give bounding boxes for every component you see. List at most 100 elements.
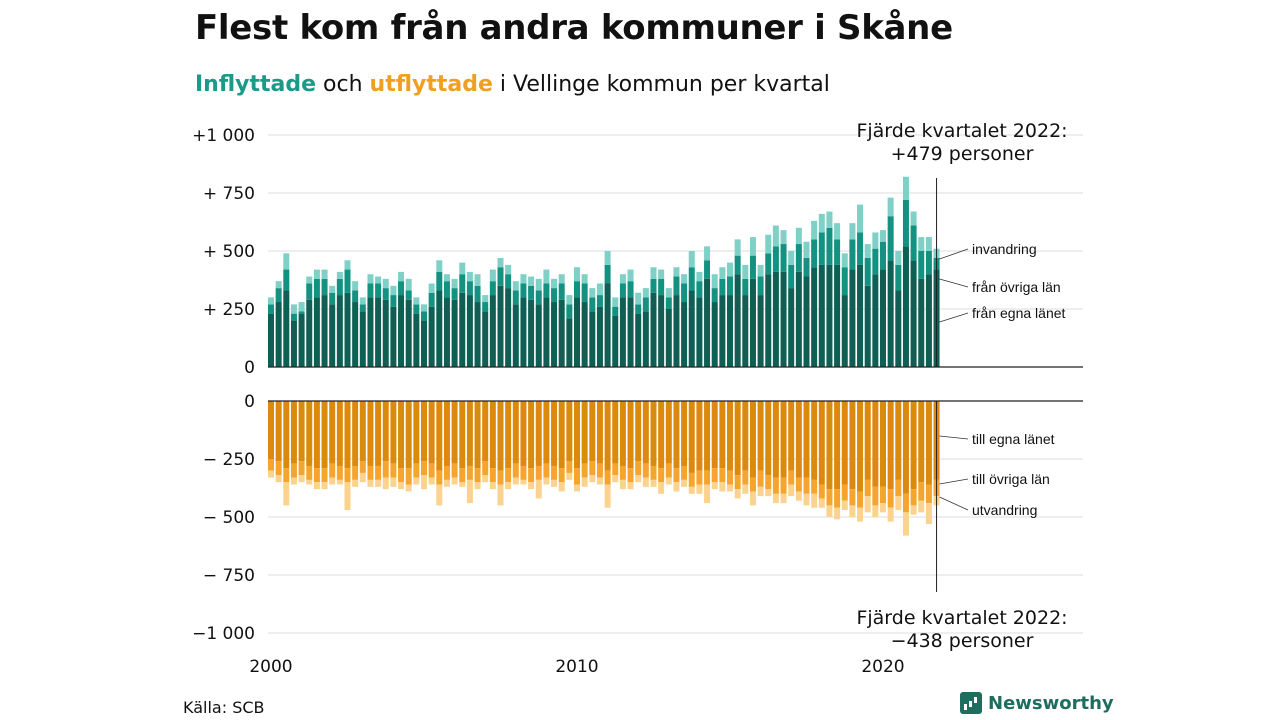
bar-out-egna: [627, 401, 634, 469]
bar-out-egna: [765, 401, 772, 476]
bar-out-utvandring: [918, 500, 925, 513]
bar-out-ovriga: [918, 482, 925, 501]
annotation-top-line1: Fjärde kvartalet 2022:: [856, 120, 1067, 142]
bar-in-egna: [574, 297, 580, 367]
y-tick-label-bottom: 0: [244, 392, 255, 412]
series-label-top: från egna länet: [972, 305, 1066, 321]
bar-in-invandring: [696, 271, 703, 282]
bar-in-ovriga: [765, 253, 772, 275]
bar-out-egna: [681, 401, 688, 466]
bar-out-ovriga: [772, 477, 779, 494]
bar-out-ovriga: [321, 468, 328, 483]
bar-in-egna: [329, 304, 336, 367]
bar-in-invandring: [421, 304, 427, 312]
annotation-bottom-line2: −438 personer: [891, 630, 1034, 652]
bar-in-egna: [688, 290, 695, 367]
bar-in-egna: [283, 290, 290, 367]
bar-out-ovriga: [925, 484, 932, 504]
bar-in-invandring: [329, 285, 336, 293]
bar-out-egna: [520, 401, 527, 466]
bar-in-ovriga: [451, 288, 458, 300]
bar-out-ovriga: [359, 461, 366, 473]
bar-in-ovriga: [566, 304, 573, 319]
bar-in-invandring: [765, 234, 772, 254]
bar-in-invandring: [811, 220, 818, 240]
bar-out-egna: [604, 401, 611, 471]
bar-out-utvandring: [711, 482, 718, 490]
bar-out-ovriga: [421, 461, 427, 476]
bar-out-utvandring: [405, 484, 412, 492]
bar-out-ovriga: [734, 475, 741, 490]
bar-out-ovriga: [688, 472, 695, 487]
bar-out-utvandring: [382, 477, 389, 490]
bar-out-ovriga: [574, 468, 580, 485]
bar-out-utvandring: [665, 477, 672, 485]
bar-in-ovriga: [459, 274, 466, 293]
bar-out-utvandring: [811, 493, 818, 508]
bar-out-ovriga: [765, 475, 772, 490]
bar-in-egna: [665, 309, 672, 367]
bar-in-ovriga: [742, 278, 749, 296]
bar-out-ovriga: [673, 468, 680, 483]
bar-out-egna: [596, 401, 603, 464]
bar-in-egna: [627, 297, 634, 367]
bar-in-ovriga: [535, 290, 542, 305]
bar-in-egna: [727, 295, 733, 367]
bar-in-ovriga: [734, 255, 741, 275]
bar-in-ovriga: [443, 281, 450, 298]
bar-in-invandring: [589, 288, 596, 298]
bar-in-ovriga: [375, 283, 382, 298]
bar-in-egna: [910, 260, 917, 367]
bar-out-utvandring: [864, 496, 871, 513]
bar-in-invandring: [627, 269, 634, 282]
bar-in-egna: [742, 295, 749, 367]
bar-out-ovriga: [551, 465, 558, 480]
bar-out-utvandring: [749, 491, 756, 506]
bar-out-ovriga: [910, 489, 917, 506]
bar-in-egna: [887, 260, 894, 367]
bar-out-ovriga: [543, 463, 550, 478]
bar-out-utvandring: [780, 493, 787, 504]
bar-in-invandring: [795, 227, 802, 245]
bar-in-egna: [811, 267, 818, 367]
bar-in-invandring: [459, 262, 466, 275]
bar-in-invandring: [466, 271, 473, 282]
bar-out-utvandring: [834, 507, 841, 520]
annotation-top-line2: +479 personer: [891, 143, 1034, 165]
bar-out-egna: [283, 401, 290, 469]
series-label-top: från övriga län: [972, 279, 1061, 295]
bar-in-invandring: [704, 246, 711, 261]
series-label-bottom: till övriga län: [972, 471, 1050, 487]
bar-in-egna: [482, 311, 489, 367]
label-leader: [939, 312, 969, 323]
bar-in-ovriga: [482, 302, 489, 312]
bar-out-egna: [321, 401, 328, 469]
bar-out-utvandring: [329, 477, 336, 485]
bar-in-invandring: [635, 292, 642, 305]
bar-out-utvandring: [551, 479, 558, 487]
bar-in-ovriga: [749, 255, 756, 279]
bar-out-egna: [298, 401, 305, 462]
bar-out-egna: [390, 401, 397, 464]
bar-in-ovriga: [298, 311, 305, 314]
bar-out-egna: [581, 401, 588, 464]
bar-out-egna: [306, 401, 313, 466]
bar-out-utvandring: [604, 484, 611, 508]
bar-in-ovriga: [321, 278, 328, 296]
bar-out-utvandring: [558, 482, 565, 492]
bar-in-invandring: [413, 297, 420, 305]
bar-out-egna: [574, 401, 580, 469]
bar-in-egna: [757, 295, 764, 367]
bar-in-invandring: [880, 230, 886, 242]
bar-out-utvandring: [788, 484, 795, 497]
bar-in-egna: [367, 297, 374, 367]
bar-in-egna: [359, 311, 366, 367]
bar-in-invandring: [841, 253, 848, 268]
bar-in-ovriga: [558, 283, 565, 300]
bar-in-egna: [336, 295, 343, 367]
bar-in-egna: [612, 315, 619, 367]
bar-out-utvandring: [375, 479, 382, 487]
bar-in-egna: [818, 264, 825, 367]
bar-out-ovriga: [482, 461, 489, 476]
bar-in-egna: [925, 274, 932, 367]
